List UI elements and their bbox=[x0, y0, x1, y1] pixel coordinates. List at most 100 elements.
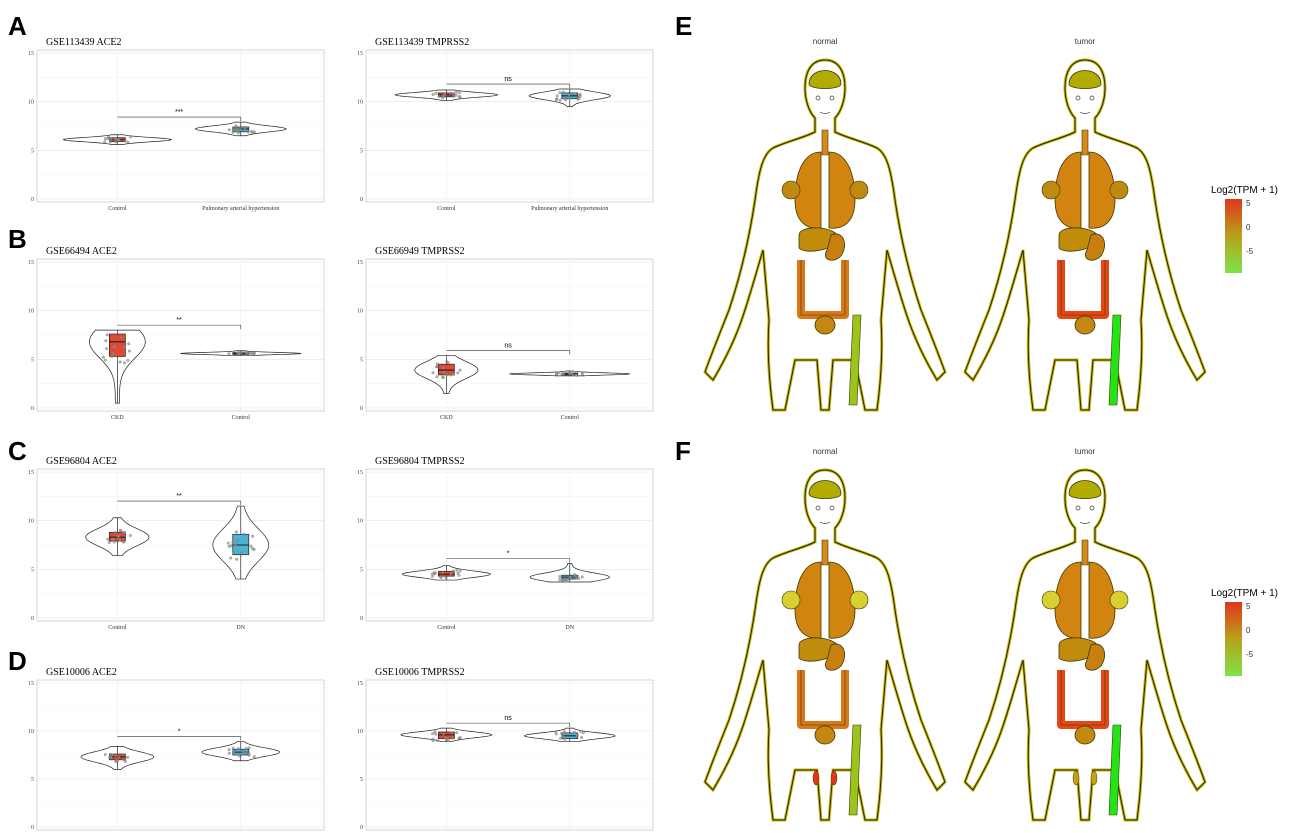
violin-chart-0: GSE113439 ACE2 0 5 10 15 Control Pulmonary art… bbox=[28, 37, 325, 212]
data-point bbox=[434, 91, 438, 95]
data-point bbox=[234, 124, 238, 128]
data-point bbox=[245, 350, 249, 354]
data-point bbox=[229, 544, 233, 548]
data-point bbox=[243, 126, 247, 130]
data-point bbox=[435, 362, 439, 366]
colon bbox=[1057, 670, 1109, 729]
data-point bbox=[555, 371, 559, 375]
data-point bbox=[247, 753, 251, 757]
data-point bbox=[558, 578, 562, 582]
y-tick-label: 5 bbox=[31, 567, 34, 573]
data-point bbox=[233, 543, 237, 547]
data-point bbox=[431, 732, 435, 736]
legend-colorbar bbox=[1225, 602, 1242, 676]
data-point bbox=[455, 90, 458, 94]
x-category-label: DN bbox=[236, 625, 245, 631]
significance-label: ns bbox=[504, 342, 512, 349]
data-point bbox=[122, 530, 126, 534]
data-point bbox=[242, 532, 246, 536]
y-tick-label: 15 bbox=[28, 260, 34, 266]
data-point bbox=[235, 557, 239, 561]
y-tick-label: 15 bbox=[28, 51, 34, 57]
brain bbox=[808, 70, 842, 89]
legend-tick: -5 bbox=[1246, 650, 1254, 659]
y-tick-label: 0 bbox=[360, 197, 363, 203]
lung-right bbox=[1088, 561, 1116, 639]
data-point bbox=[560, 372, 564, 376]
data-point bbox=[127, 349, 131, 353]
body-figure bbox=[703, 58, 947, 412]
eye bbox=[1089, 505, 1095, 511]
colon-outline bbox=[800, 670, 846, 726]
y-tick-label: 15 bbox=[357, 681, 363, 687]
data-point bbox=[455, 568, 459, 572]
x-category-label: Pulmonary arterial hypertension bbox=[202, 206, 279, 212]
data-point bbox=[110, 355, 114, 358]
data-point bbox=[444, 576, 448, 580]
data-point bbox=[121, 540, 125, 544]
data-point bbox=[555, 94, 559, 98]
data-point bbox=[568, 371, 571, 375]
gonad bbox=[1072, 770, 1080, 786]
mouth bbox=[819, 111, 831, 114]
data-point bbox=[563, 578, 567, 581]
box bbox=[109, 333, 126, 357]
data-point bbox=[449, 572, 453, 576]
data-point bbox=[105, 333, 109, 337]
data-point bbox=[114, 140, 118, 144]
y-tick-label: 15 bbox=[357, 51, 363, 57]
data-point bbox=[116, 534, 120, 538]
data-point bbox=[101, 355, 105, 359]
data-point bbox=[577, 94, 581, 97]
data-point bbox=[106, 537, 110, 541]
data-point bbox=[441, 376, 445, 379]
body-label: normal bbox=[813, 37, 838, 46]
data-point bbox=[439, 576, 443, 579]
eye bbox=[829, 95, 835, 101]
y-tick-label: 15 bbox=[357, 260, 363, 266]
data-point bbox=[231, 746, 235, 750]
data-point bbox=[112, 540, 116, 544]
data-point bbox=[240, 350, 244, 354]
data-point bbox=[249, 544, 253, 548]
x-category-label: Control bbox=[437, 206, 456, 212]
stomach bbox=[1085, 643, 1105, 671]
panel-letter-b: B bbox=[8, 224, 27, 254]
stomach bbox=[1085, 233, 1105, 261]
body-outline bbox=[964, 469, 1206, 821]
y-tick-label: 5 bbox=[360, 567, 363, 573]
significance-label: ** bbox=[176, 493, 182, 500]
data-point bbox=[572, 730, 576, 734]
lung-right bbox=[828, 561, 856, 639]
data-point bbox=[565, 578, 569, 582]
leg-bone bbox=[1108, 314, 1122, 406]
data-point bbox=[579, 730, 583, 733]
data-point bbox=[431, 371, 435, 375]
legend-tick: 5 bbox=[1246, 199, 1251, 208]
breast bbox=[781, 180, 801, 200]
eye bbox=[1075, 95, 1081, 101]
data-point bbox=[104, 347, 108, 351]
data-point bbox=[431, 93, 435, 96]
violin-chart-3: GSE66949 TMPRSS2 0 5 10 15 CKD Control ns bbox=[357, 246, 654, 421]
data-point bbox=[231, 130, 235, 134]
data-point bbox=[104, 339, 108, 343]
y-tick-label: 10 bbox=[28, 729, 34, 735]
data-point bbox=[119, 335, 123, 339]
data-point bbox=[430, 574, 434, 578]
chart-title: GSE113439 ACE2 bbox=[46, 37, 121, 48]
x-category-label: Control bbox=[108, 206, 127, 212]
y-tick-label: 5 bbox=[360, 777, 363, 783]
eye bbox=[829, 505, 835, 511]
esophagus bbox=[1081, 129, 1089, 156]
body-map-F: normal tumor Log2(TPM + 1) 5 0 -5 bbox=[703, 447, 1278, 822]
data-point bbox=[441, 571, 445, 575]
data-point bbox=[236, 131, 240, 135]
y-tick-label: 10 bbox=[28, 309, 34, 315]
data-point bbox=[231, 540, 235, 544]
data-point bbox=[109, 756, 113, 760]
y-tick-label: 5 bbox=[31, 777, 34, 783]
data-point bbox=[558, 91, 562, 95]
colon-outline bbox=[1060, 260, 1106, 316]
